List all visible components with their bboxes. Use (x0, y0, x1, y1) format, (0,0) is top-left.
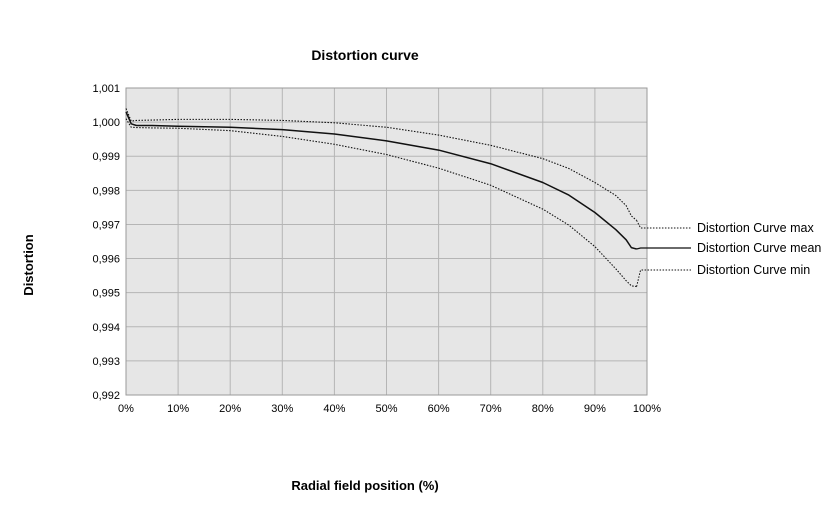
x-tick-label: 20% (219, 403, 241, 415)
x-tick-label: 10% (167, 403, 189, 415)
y-tick-label: 1,000 (92, 117, 120, 129)
x-tick-label: 30% (271, 403, 293, 415)
x-tick-label: 40% (323, 403, 345, 415)
series-line-max (125, 108, 637, 221)
y-tick-label: 0,997 (92, 219, 120, 231)
y-tick-label: 0,994 (92, 322, 120, 334)
x-tick-label: 60% (428, 403, 450, 415)
x-axis-ticks: 0% 10% 20% 30% 40% 50% 60% 70% 80% 90% 100% (118, 403, 661, 415)
chart-title: Distortion curve (311, 47, 419, 63)
y-tick-label: 0,993 (92, 356, 120, 368)
legend-entry: Distortion Curve mean (697, 241, 821, 255)
y-tick-label: 0,992 (92, 390, 120, 402)
legend-entry: Distortion Curve min (697, 263, 810, 277)
x-tick-label: 80% (532, 403, 554, 415)
series-line-mean (125, 111, 637, 250)
legend-entry: Distortion Curve max (697, 221, 814, 235)
x-tick-label: 90% (584, 403, 606, 415)
y-tick-label: 0,999 (92, 151, 120, 163)
x-axis-title: Radial field position (%) (291, 478, 438, 493)
y-tick-label: 1,001 (92, 83, 120, 95)
series-lines (125, 108, 637, 288)
legend-leader-line (636, 247, 691, 250)
y-axis-ticks: 0,992 0,993 0,994 0,995 0,996 0,997 0,998 0,999… (92, 83, 120, 402)
x-tick-label: 70% (480, 403, 502, 415)
x-tick-label: 50% (375, 403, 397, 415)
legend: Distortion Curve max Distortion Curve mea… (636, 220, 821, 287)
plot-border (125, 87, 648, 396)
legend-leader-line (636, 220, 691, 229)
y-tick-label: 0,996 (92, 254, 120, 266)
series-line-min (125, 118, 637, 288)
gridlines (125, 87, 648, 396)
y-tick-label: 0,998 (92, 185, 120, 197)
y-axis-title: Distortion (21, 234, 36, 295)
x-tick-label: 100% (633, 403, 661, 415)
y-tick-label: 0,995 (92, 288, 120, 300)
x-tick-label: 0% (118, 403, 134, 415)
